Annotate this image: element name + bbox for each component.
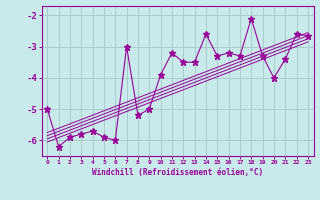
X-axis label: Windchill (Refroidissement éolien,°C): Windchill (Refroidissement éolien,°C) (92, 168, 263, 177)
